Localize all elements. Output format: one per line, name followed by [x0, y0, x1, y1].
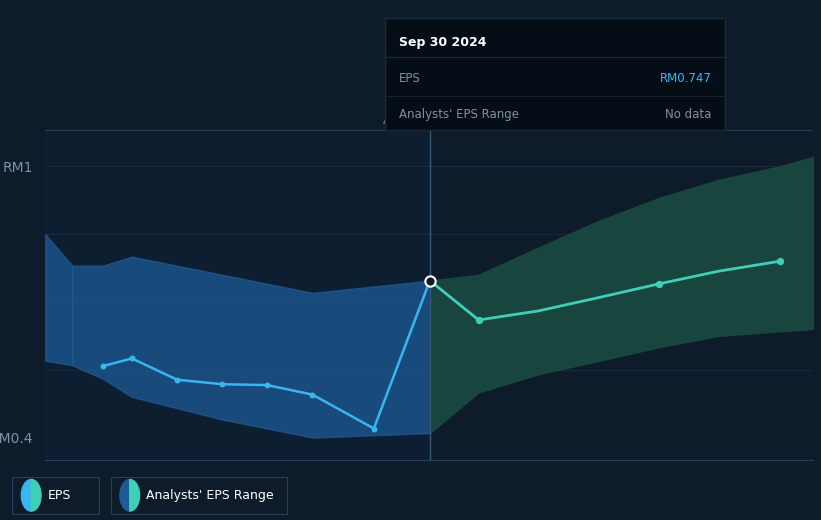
Point: [773, 257, 787, 265]
Text: RM0.747: RM0.747: [659, 72, 712, 85]
Point: [306, 391, 319, 399]
Text: EPS: EPS: [48, 489, 71, 502]
Point: [261, 381, 274, 389]
Point: [472, 316, 485, 324]
Text: Analysts Forecasts: Analysts Forecasts: [438, 114, 554, 127]
Point: [171, 375, 184, 384]
Point: [96, 362, 109, 370]
Point: [367, 424, 380, 433]
Text: No data: No data: [665, 108, 712, 121]
FancyBboxPatch shape: [111, 476, 287, 514]
Point: [424, 277, 437, 285]
Polygon shape: [130, 479, 140, 511]
Text: Actual: Actual: [383, 114, 422, 127]
FancyBboxPatch shape: [12, 476, 99, 514]
Point: [653, 280, 666, 288]
Point: [126, 354, 139, 362]
Bar: [45, 130, 430, 460]
Text: EPS: EPS: [399, 72, 420, 85]
Polygon shape: [21, 479, 31, 511]
Point: [216, 380, 229, 388]
Polygon shape: [31, 479, 41, 511]
Text: Sep 30 2024: Sep 30 2024: [399, 36, 486, 49]
Text: Analysts' EPS Range: Analysts' EPS Range: [399, 108, 519, 121]
Polygon shape: [120, 479, 130, 511]
Text: Analysts' EPS Range: Analysts' EPS Range: [146, 489, 273, 502]
